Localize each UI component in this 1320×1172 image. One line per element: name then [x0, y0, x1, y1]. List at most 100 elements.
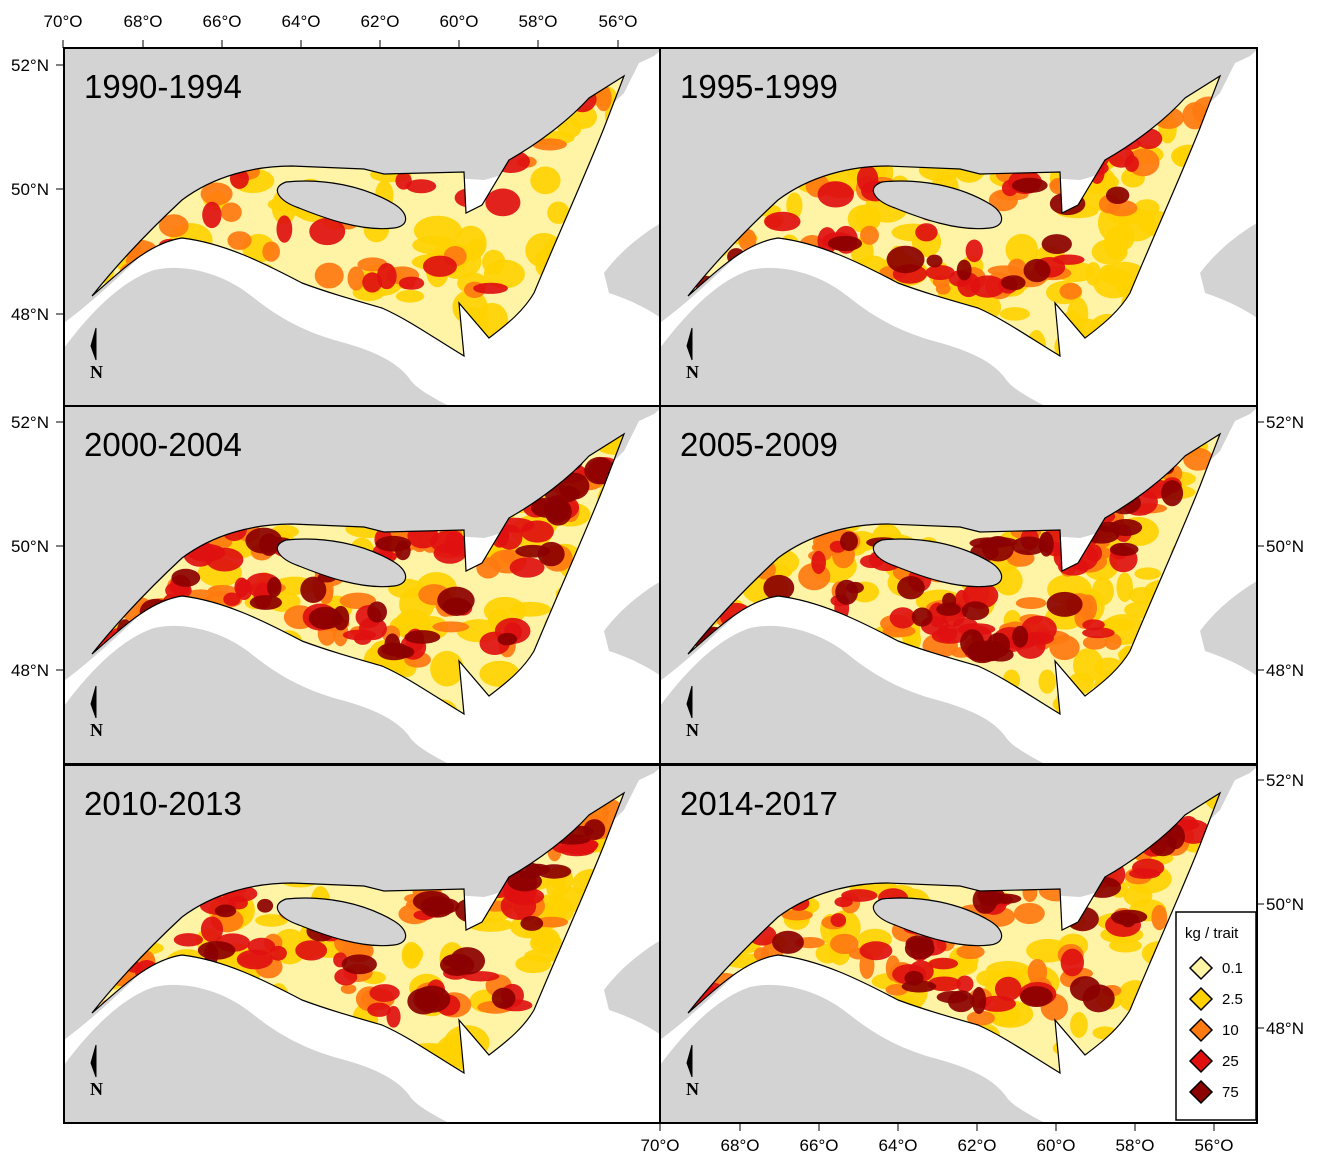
land	[660, 406, 1257, 536]
north-arrow-letter: N	[90, 362, 103, 382]
survey-boundary	[91, 432, 626, 716]
north-arrow-letter: N	[90, 720, 103, 740]
land	[64, 406, 661, 536]
lon-tick-label: 58°O	[519, 12, 558, 31]
north-arrow-letter: N	[686, 1079, 699, 1099]
lat-tick-label: 52°N	[1266, 413, 1304, 432]
left-latitude-axis: 52°N 50°N 48°N 52°N 50°N 48°N	[11, 56, 49, 680]
anticosti-island	[872, 180, 1003, 230]
lat-tick-label: 48°N	[1266, 661, 1304, 680]
land	[64, 765, 661, 895]
lat-tick-label: 48°N	[11, 305, 49, 324]
lon-tick-label: 60°O	[440, 12, 479, 31]
land	[604, 581, 661, 676]
legend-label: 2.5	[1222, 991, 1243, 1008]
lon-tick-label: 66°O	[800, 1136, 839, 1155]
legend-item: 25	[1188, 1048, 1239, 1074]
map-panel: N 2010-2013	[63, 764, 662, 1124]
panel-title: 2005-2009	[680, 426, 838, 463]
legend: kg / trait 0.1 2.5 10 25 75	[1175, 911, 1257, 1121]
lon-tick-label: 68°O	[721, 1136, 760, 1155]
legend-label: 10	[1222, 1022, 1239, 1039]
top-longitude-axis: 70°O 68°O 66°O 64°O 62°O 60°O 58°O 56°O	[44, 12, 638, 31]
frame-ticks	[56, 40, 1264, 1131]
lon-tick-label: 58°O	[1116, 1136, 1155, 1155]
survey-boundary	[687, 74, 1222, 358]
panel-title: 2000-2004	[84, 426, 242, 463]
lon-tick-label: 66°O	[203, 12, 242, 31]
survey-boundary	[687, 791, 1222, 1075]
map-panel: N 1995-1999	[659, 47, 1258, 407]
map-panels: N 1990-1994 N 1995-1999 N 2000-2004 N 2005-2009…	[56, 40, 1264, 1131]
north-arrow-letter: N	[686, 720, 699, 740]
anticosti-island	[872, 897, 1003, 947]
panel-title: 1995-1999	[680, 68, 838, 105]
land	[660, 765, 1257, 895]
panel-title: 2010-2013	[84, 785, 242, 822]
panel-title: 1990-1994	[84, 68, 242, 105]
panel-title: 2014-2017	[680, 785, 838, 822]
legend-title: kg / trait	[1185, 925, 1239, 942]
legend-label: 25	[1222, 1053, 1239, 1070]
lat-tick-label: 50°N	[11, 180, 49, 199]
land	[604, 223, 661, 318]
north-arrow-icon: N	[686, 327, 699, 382]
north-arrow-icon: N	[686, 685, 699, 740]
anticosti-island	[276, 897, 407, 947]
panel-frame	[659, 764, 1258, 1124]
lon-tick-label: 60°O	[1037, 1136, 1076, 1155]
lon-tick-label: 56°O	[1195, 1136, 1234, 1155]
lat-tick-label: 52°N	[11, 56, 49, 75]
legend-label: 0.1	[1222, 960, 1243, 977]
lon-tick-label: 68°O	[124, 12, 163, 31]
legend-box	[1175, 911, 1257, 1121]
lon-tick-label: 64°O	[879, 1136, 918, 1155]
land	[1200, 581, 1257, 676]
lon-tick-label: 64°O	[282, 12, 321, 31]
lat-tick-label: 50°N	[11, 537, 49, 556]
legend-swatch	[1188, 955, 1214, 981]
map-panel: N 2005-2009	[659, 405, 1258, 765]
legend-label: 75	[1222, 1084, 1239, 1101]
lat-tick-label: 52°N	[1266, 771, 1304, 790]
north-arrow-letter: N	[686, 362, 699, 382]
legend-swatch	[1188, 1048, 1214, 1074]
lon-tick-label: 62°O	[958, 1136, 997, 1155]
legend-item: 2.5	[1188, 986, 1243, 1012]
land	[660, 48, 1257, 178]
lat-tick-label: 52°N	[11, 413, 49, 432]
lat-tick-label: 50°N	[1266, 537, 1304, 556]
legend-swatch	[1188, 1079, 1214, 1105]
bottom-longitude-axis: 70°O 68°O 66°O 64°O 62°O 60°O 58°O 56°O	[641, 1136, 1234, 1155]
legend-item: 10	[1188, 1017, 1239, 1043]
survey-boundary	[91, 74, 626, 358]
legend-item: 75	[1188, 1079, 1239, 1105]
map-panel: N 2014-2017	[659, 764, 1258, 1124]
map-panel: N 1990-1994	[63, 47, 662, 407]
anticosti-island	[276, 180, 407, 230]
anticosti-island	[276, 538, 407, 588]
lat-tick-label: 50°N	[1266, 895, 1304, 914]
legend-swatch	[1188, 986, 1214, 1012]
north-arrow-icon: N	[90, 327, 103, 382]
anticosti-island	[872, 538, 1003, 588]
survey-boundary	[91, 791, 626, 1075]
north-arrow-icon: N	[90, 1044, 103, 1099]
legend-item: 0.1	[1188, 955, 1243, 981]
lat-tick-label: 48°N	[1266, 1019, 1304, 1038]
map-panel: N 2000-2004	[63, 405, 662, 765]
survey-boundary	[687, 432, 1222, 716]
north-arrow-icon: N	[90, 685, 103, 740]
lon-tick-label: 62°O	[361, 12, 400, 31]
lon-tick-label: 70°O	[641, 1136, 680, 1155]
north-arrow-icon: N	[686, 1044, 699, 1099]
lon-tick-label: 70°O	[44, 12, 83, 31]
legend-swatch	[1188, 1017, 1214, 1043]
north-arrow-letter: N	[90, 1079, 103, 1099]
land	[604, 940, 661, 1035]
land	[64, 48, 661, 178]
right-latitude-axis: 52°N 50°N 48°N 52°N 50°N 48°N	[1266, 413, 1304, 1038]
lon-tick-label: 56°O	[599, 12, 638, 31]
lat-tick-label: 48°N	[11, 661, 49, 680]
